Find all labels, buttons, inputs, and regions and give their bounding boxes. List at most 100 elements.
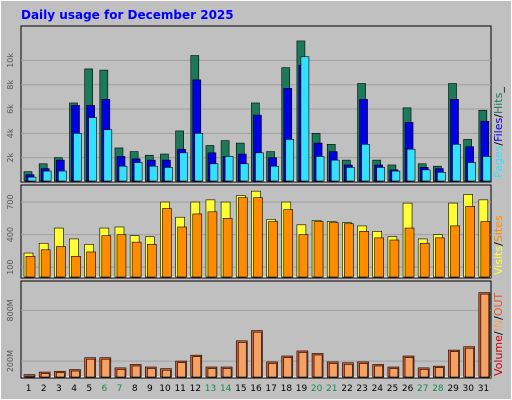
day-label: 17 [265,384,276,394]
day-label: 28 [432,384,444,394]
pages-bar [467,162,476,182]
day-label: 20 [311,384,323,394]
sites-bar [268,221,278,278]
volume-in-bar [328,363,338,378]
volume-in-bar [86,358,95,378]
day-label: 30 [463,384,475,394]
pages-bar [73,133,82,182]
day-label: 14 [220,384,232,394]
volume-in-bar [374,365,384,378]
volume-in-bar [56,372,65,378]
pages-bar [179,152,188,182]
sites-bar [101,235,112,278]
volume-in-bar [389,368,399,378]
sites-bar [237,197,248,278]
pages-bar [361,144,370,182]
sites-bar [25,255,36,278]
volume-in-bar [344,363,353,378]
pages-bar [315,156,325,182]
pages-bar [300,56,310,182]
volume-in-bar [465,347,474,378]
legend-separator: / [492,316,505,320]
y-tick-label: 200M [6,350,15,372]
sites-bar [465,206,475,278]
pages-bar [133,162,143,182]
sites-bar [450,225,460,278]
day-label: 25 [387,384,398,394]
y-tick-label: 10k [6,53,15,68]
volume-in-bar [359,363,368,378]
pages-bar [391,170,401,182]
sites-bar [298,234,309,278]
day-label: 9 [147,384,153,394]
day-label: 8 [132,384,138,394]
day-label: 29 [447,384,459,394]
day-label: 3 [56,384,62,394]
legend-entry-out: OUT [492,292,505,316]
pages-bar [118,165,128,182]
day-label: 1 [26,384,32,394]
legend-bottom: Volume/IN/OUT [492,292,505,376]
day-label: 15 [235,384,246,394]
sites-bar [86,251,96,278]
sites-bar [131,241,142,278]
pages-bar [255,152,264,182]
volume-in-bar [131,365,141,378]
volume-in-bar [177,362,186,378]
volume-in-bar [419,369,429,378]
pages-bar [58,170,67,182]
volume-in-bar [222,368,232,378]
day-label: 18 [281,384,293,394]
sites-bar [283,209,294,278]
y-tick-label: 100 [6,260,15,275]
sites-bar [222,218,233,278]
volume-in-bar [101,358,111,378]
day-label: 5 [86,384,92,394]
day-label: 16 [250,384,262,394]
pages-bar [270,165,279,182]
volume-in-bar [146,368,156,378]
sites-bar [328,222,339,278]
volume-in-bar [192,356,202,378]
legend-entry-pages: Pages [492,145,505,178]
y-tick-label: 2k [6,152,15,162]
day-label: 10 [159,384,171,394]
y-tick-label: 8k [6,79,15,89]
sites-bar [313,221,324,278]
sites-bar [56,246,66,278]
pages-bar [42,170,52,182]
pages-bar [88,117,97,182]
day-label: 2 [41,384,47,394]
sites-bar [374,237,385,278]
volume-in-bar [450,351,459,378]
pages-bar [209,163,219,182]
day-label: 11 [174,384,185,394]
legend-entry-sites: Sites [492,215,505,242]
volume-in-bar [207,368,217,378]
pages-bar [194,133,204,182]
pages-bar [148,165,158,182]
sites-bar [389,239,400,278]
legend-entry-in: IN [492,320,505,331]
legend-separator: / [492,331,505,335]
pages-bar [437,171,446,182]
volume-in-bar [116,369,126,378]
legend-separator: / [492,114,505,118]
day-label: 21 [326,384,337,394]
legend-entry-hits: Hits [492,92,505,114]
sites-bar [40,249,51,278]
legend-top: Pages/Files/Hits_ [492,87,505,178]
pages-bar [27,176,37,182]
volume-in-bar [283,357,293,378]
sites-bar [146,244,157,278]
sites-bar [480,221,491,278]
day-label: 6 [102,384,108,394]
sites-bar [207,211,218,278]
chart-title: Daily usage for December 2025 [21,8,234,22]
pages-bar [164,167,173,182]
legend-separator: _ [492,87,505,94]
day-label: 27 [417,384,428,394]
pages-bar [406,148,416,182]
day-label: 24 [372,384,384,394]
volume-in-bar [480,293,490,378]
